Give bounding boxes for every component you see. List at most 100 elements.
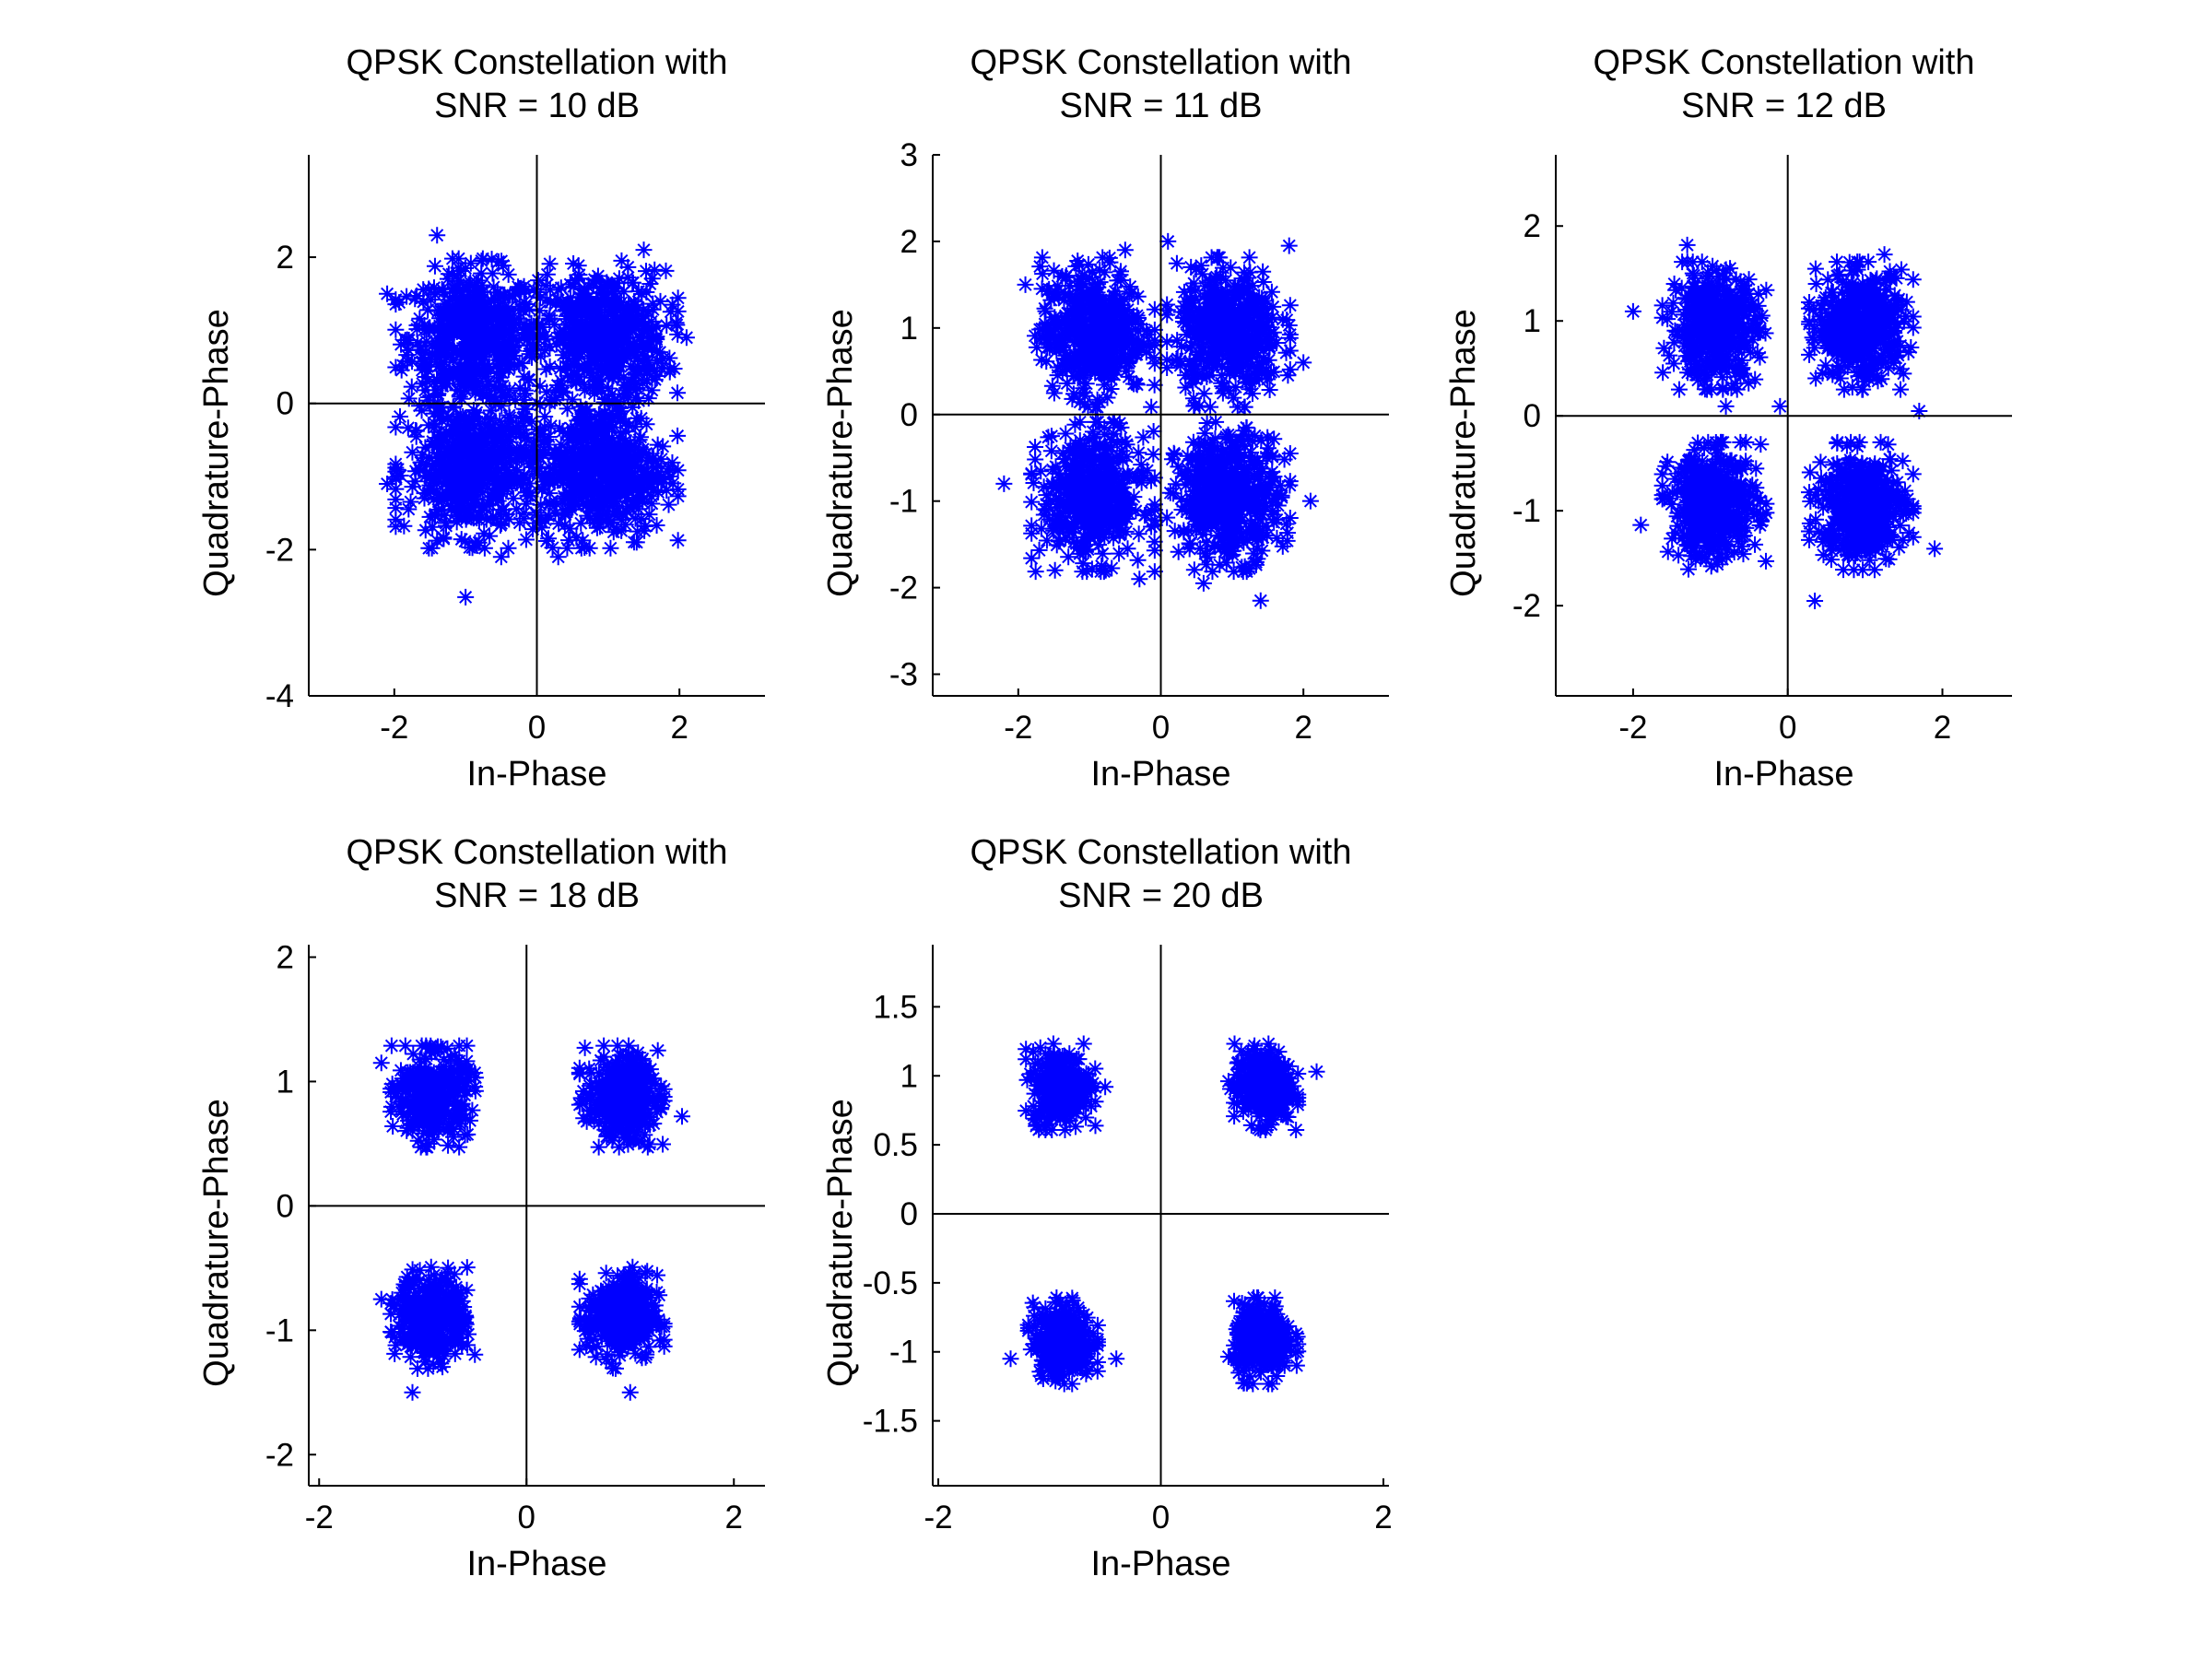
data-point (1235, 264, 1253, 281)
y-tick-label: -1 (889, 484, 918, 520)
data-point (1902, 339, 1920, 357)
data-point (1740, 320, 1758, 337)
data-point (1699, 270, 1716, 288)
data-point (1165, 444, 1182, 462)
data-point (1684, 338, 1701, 356)
data-point (1718, 347, 1735, 365)
data-point (1182, 451, 1200, 468)
data-point (1071, 326, 1088, 344)
data-point (1180, 461, 1197, 478)
data-point (466, 384, 484, 402)
data-point (625, 293, 642, 311)
data-point (629, 500, 647, 518)
data-point (1252, 511, 1269, 528)
data-point (1733, 290, 1750, 308)
data-point (491, 369, 509, 386)
data-point (1267, 335, 1285, 352)
data-point (612, 424, 629, 441)
data-point (1120, 505, 1137, 523)
data-point (1075, 380, 1092, 397)
data-point (629, 523, 646, 540)
data-point (1845, 281, 1863, 299)
data-point (622, 472, 640, 489)
data-point (1065, 345, 1083, 362)
data-point (1265, 513, 1283, 531)
data-point (536, 512, 554, 529)
data-point (627, 418, 644, 436)
data-point (494, 485, 512, 502)
data-point (1705, 359, 1723, 377)
data-point (1804, 329, 1821, 347)
data-point (1111, 415, 1128, 432)
data-point (1066, 416, 1084, 433)
data-point (1228, 494, 1245, 512)
data-point (1241, 285, 1259, 302)
data-point (636, 471, 653, 488)
data-point (569, 457, 586, 475)
data-point (500, 406, 518, 424)
data-point (1106, 283, 1124, 300)
data-point (566, 350, 583, 368)
data-point (1065, 512, 1082, 530)
chart-title-line: SNR = 10 dB (434, 87, 640, 125)
data-point (1685, 305, 1702, 323)
data-point (1847, 345, 1865, 362)
data-point (515, 450, 533, 467)
data-point (451, 425, 468, 442)
data-point (459, 340, 477, 358)
data-point (1195, 385, 1213, 403)
data-point (607, 296, 625, 313)
data-point (1100, 351, 1117, 369)
data-point (626, 365, 643, 382)
data-point (617, 382, 634, 399)
data-point (1278, 312, 1296, 329)
data-point (572, 410, 590, 428)
data-point (1092, 521, 1110, 538)
data-point (568, 366, 585, 383)
data-point (1206, 297, 1224, 314)
data-point (1017, 276, 1034, 293)
data-point (621, 338, 639, 356)
data-point (1092, 294, 1110, 312)
data-point (473, 265, 490, 282)
data-point (1089, 346, 1107, 363)
data-point (1047, 311, 1065, 328)
data-point (1240, 428, 1257, 445)
data-point (1667, 281, 1685, 299)
data-point (1049, 495, 1066, 512)
data-point (1699, 279, 1716, 297)
data-point (515, 400, 533, 418)
data-point (1251, 487, 1268, 504)
data-point (611, 429, 629, 447)
data-point (610, 321, 628, 338)
data-point (606, 312, 624, 330)
data-point (436, 295, 453, 312)
data-point (1238, 563, 1255, 581)
data-point (1106, 298, 1124, 315)
data-point (1749, 285, 1767, 302)
data-point (1077, 329, 1094, 347)
data-point (1190, 463, 1207, 480)
data-point (450, 272, 467, 289)
data-point (1229, 398, 1246, 416)
data-point (540, 530, 558, 547)
data-point (487, 447, 504, 465)
data-point (1101, 497, 1119, 514)
data-point (1167, 476, 1184, 493)
data-point (1199, 299, 1217, 316)
data-point (587, 293, 605, 311)
data-point (1226, 459, 1243, 477)
data-point (578, 480, 595, 498)
data-point (1194, 574, 1212, 592)
data-point (1108, 349, 1125, 367)
data-point (444, 351, 462, 369)
data-point (426, 468, 443, 486)
data-point (625, 498, 642, 515)
data-point (425, 279, 442, 297)
data-point (1214, 378, 1231, 395)
data-point (574, 446, 592, 464)
data-point (1684, 329, 1701, 347)
data-point (1195, 316, 1213, 334)
data-point (1038, 353, 1055, 371)
data-point (1248, 333, 1265, 350)
